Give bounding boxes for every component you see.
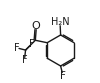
Text: F: F [60,71,66,81]
Text: O: O [31,21,40,31]
Text: F: F [14,43,19,53]
Text: F: F [29,39,34,49]
Text: F: F [22,55,28,65]
Text: H₂N: H₂N [51,17,70,27]
